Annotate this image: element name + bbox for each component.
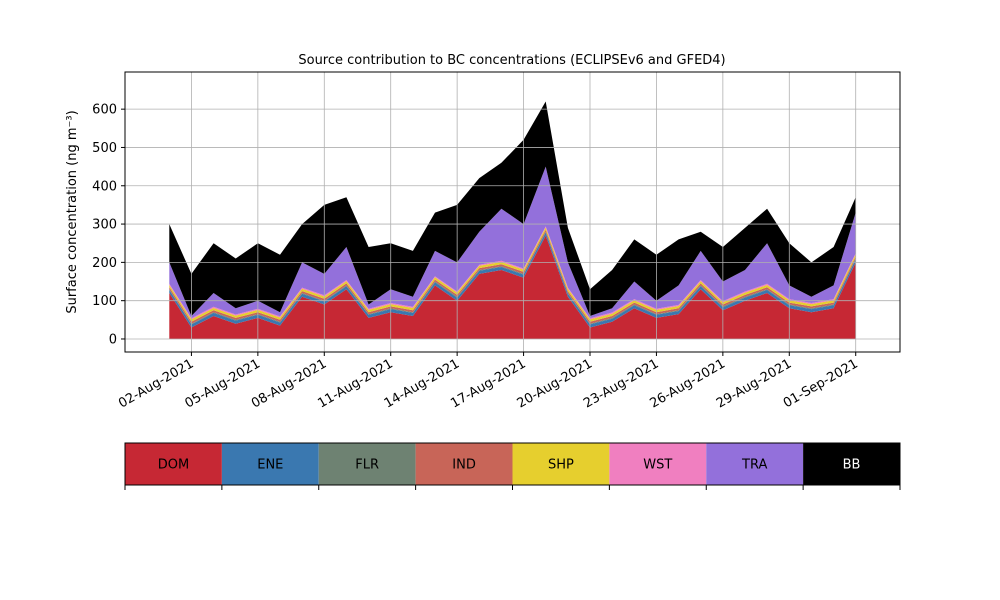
y-tick-label: 600	[92, 103, 117, 118]
legend-frame	[124, 442, 901, 486]
plot-frame	[124, 71, 901, 353]
legend-label: BB	[843, 458, 861, 473]
legend-swatch	[318, 443, 416, 485]
legend-swatch	[706, 443, 804, 485]
legend-label: TRA	[741, 458, 767, 473]
legend-swatch	[609, 443, 707, 485]
y-tick-label: 0	[109, 332, 117, 347]
x-tick-label: 29-Aug-2021	[714, 356, 794, 411]
y-tick-label: 100	[92, 294, 117, 309]
y-tick-label: 500	[92, 141, 117, 156]
y-tick-label: 400	[92, 179, 117, 194]
area	[169, 166, 856, 319]
legend-label: FLR	[355, 458, 379, 473]
y-tick-label: 300	[92, 218, 117, 233]
legend-label: ENE	[257, 458, 283, 473]
y-axis-label: Surface concentration (ng m⁻³)	[65, 110, 80, 313]
legend-label: SHP	[548, 458, 574, 473]
legend-swatch	[512, 443, 610, 485]
chart-title: Source contribution to BC concentrations…	[298, 53, 725, 68]
area	[169, 235, 856, 339]
legend-label: DOM	[158, 458, 189, 473]
x-tick-label: 01-Sep-2021	[781, 356, 861, 411]
legend-label: WST	[643, 458, 672, 473]
legend-label: IND	[452, 458, 476, 473]
legend-swatch	[125, 443, 222, 485]
legend-swatch	[415, 443, 513, 485]
y-tick-label: 200	[92, 256, 117, 271]
legend-swatch	[221, 443, 319, 485]
legend-swatch	[803, 443, 900, 485]
